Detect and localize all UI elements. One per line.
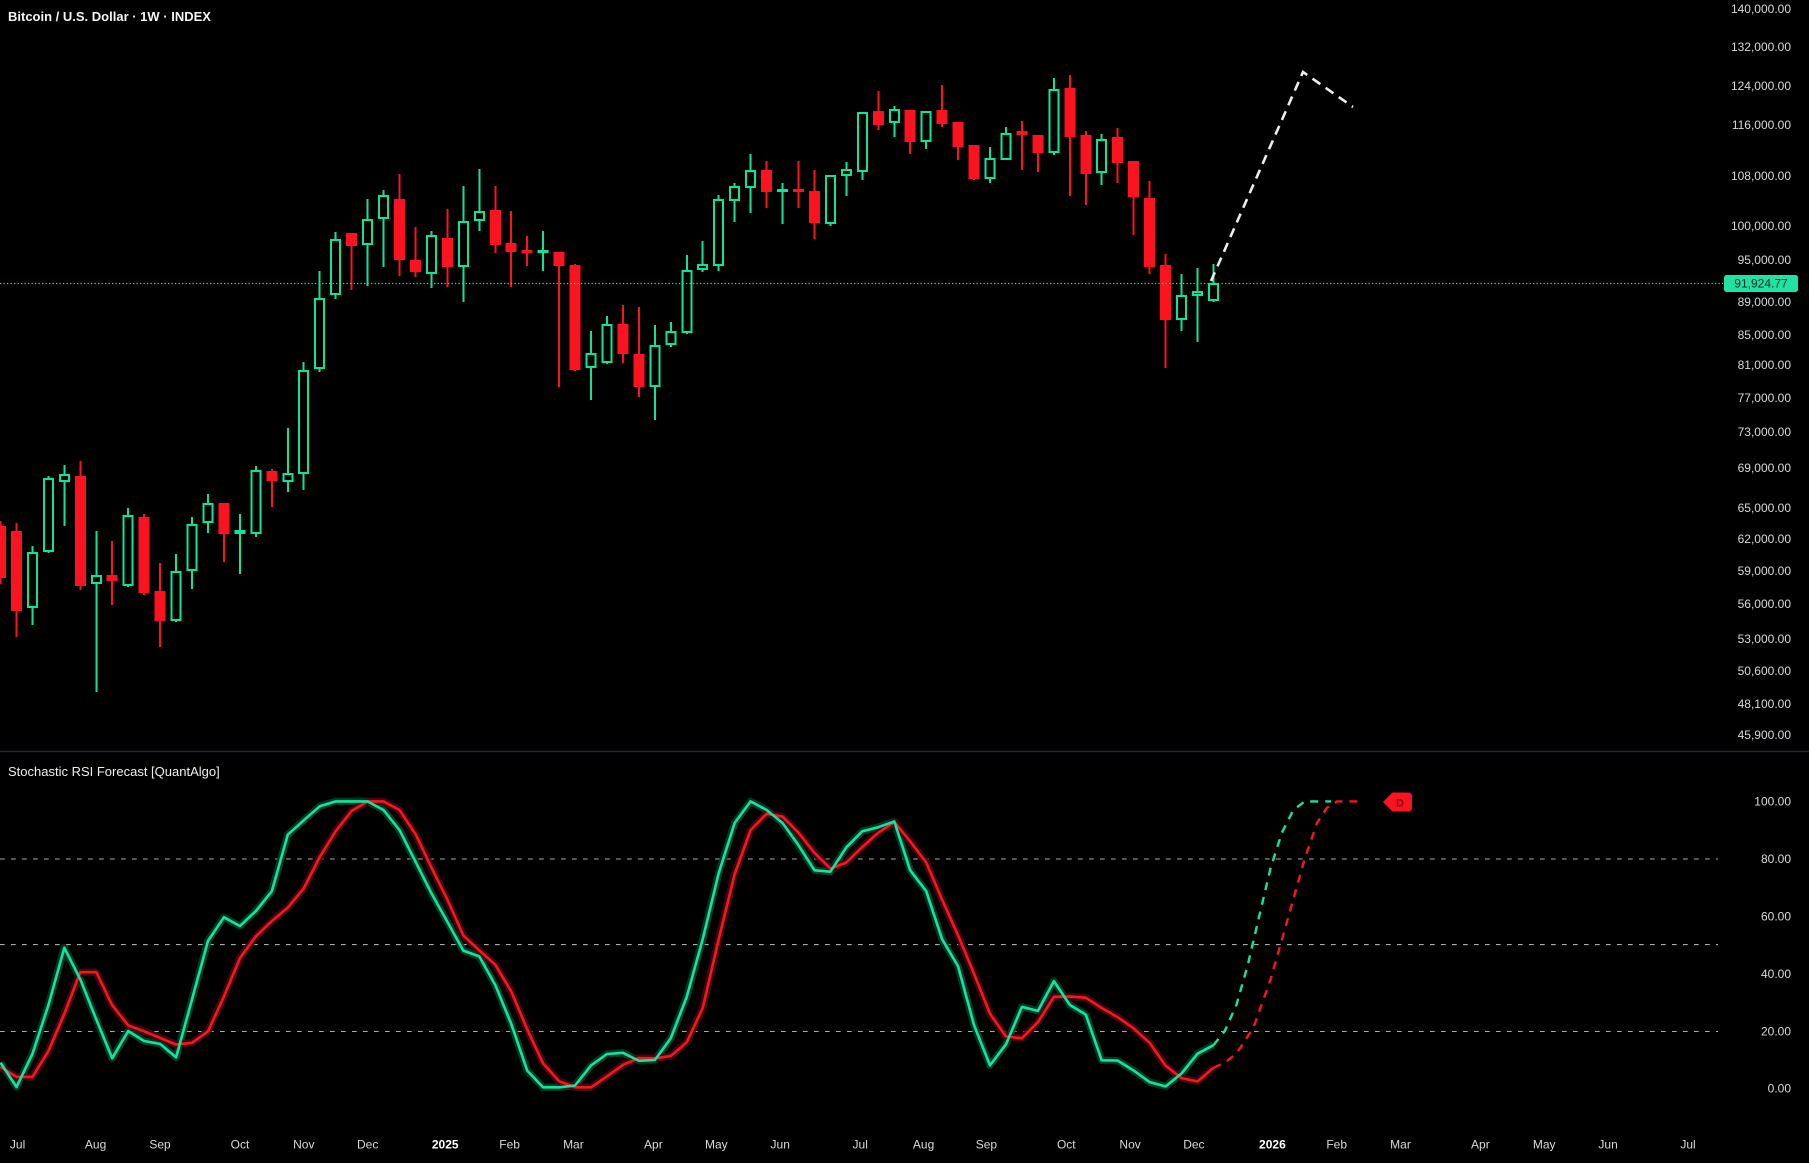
svg-text:Mar: Mar	[1390, 1138, 1411, 1152]
svg-text:Jun: Jun	[771, 1138, 790, 1152]
svg-text:Jul: Jul	[10, 1138, 25, 1152]
svg-text:124,000.00: 124,000.00	[1731, 79, 1791, 93]
svg-text:Feb: Feb	[499, 1138, 520, 1152]
svg-text:89,000.00: 89,000.00	[1738, 295, 1792, 309]
svg-text:Apr: Apr	[1471, 1138, 1490, 1152]
svg-text:Oct: Oct	[231, 1138, 250, 1152]
svg-text:Nov: Nov	[293, 1138, 314, 1152]
svg-text:69,000.00: 69,000.00	[1738, 461, 1792, 475]
svg-text:Dec: Dec	[357, 1138, 378, 1152]
svg-text:2025: 2025	[432, 1138, 459, 1152]
svg-text:140,000.00: 140,000.00	[1731, 2, 1791, 16]
svg-text:80.00: 80.00	[1761, 852, 1791, 866]
svg-text:62,000.00: 62,000.00	[1738, 532, 1792, 546]
svg-text:Jun: Jun	[1598, 1138, 1617, 1152]
svg-text:85,000.00: 85,000.00	[1738, 328, 1792, 342]
svg-text:65,000.00: 65,000.00	[1738, 501, 1792, 515]
svg-text:59,000.00: 59,000.00	[1738, 564, 1792, 578]
svg-text:108,000.00: 108,000.00	[1731, 169, 1791, 183]
svg-text:Stochastic RSI Forecast [Quant: Stochastic RSI Forecast [QuantAlgo]	[8, 764, 220, 779]
svg-text:95,000.00: 95,000.00	[1738, 253, 1792, 267]
svg-text:Feb: Feb	[1326, 1138, 1347, 1152]
svg-text:116,000.00: 116,000.00	[1732, 118, 1791, 132]
svg-text:Jul: Jul	[853, 1138, 868, 1152]
svg-text:56,000.00: 56,000.00	[1738, 597, 1792, 611]
svg-text:40.00: 40.00	[1761, 967, 1791, 981]
svg-text:81,000.00: 81,000.00	[1738, 358, 1792, 372]
svg-text:50,600.00: 50,600.00	[1738, 664, 1792, 678]
svg-text:100,000.00: 100,000.00	[1731, 219, 1791, 233]
svg-text:132,000.00: 132,000.00	[1731, 40, 1791, 54]
svg-text:Bitcoin / U.S. Dollar · 1W · I: Bitcoin / U.S. Dollar · 1W · INDEX	[8, 9, 211, 24]
svg-text:48,100.00: 48,100.00	[1738, 697, 1792, 711]
svg-text:D: D	[1396, 798, 1404, 810]
svg-text:Nov: Nov	[1119, 1138, 1140, 1152]
svg-text:Aug: Aug	[85, 1138, 106, 1152]
svg-text:May: May	[705, 1138, 728, 1152]
svg-text:60.00: 60.00	[1761, 910, 1791, 924]
svg-text:Oct: Oct	[1057, 1138, 1076, 1152]
svg-text:100.00: 100.00	[1754, 795, 1791, 809]
svg-text:Aug: Aug	[913, 1138, 934, 1152]
svg-text:73,000.00: 73,000.00	[1738, 425, 1792, 439]
svg-text:91,924.77: 91,924.77	[1734, 277, 1788, 291]
svg-text:Mar: Mar	[563, 1138, 584, 1152]
svg-text:20.00: 20.00	[1761, 1025, 1791, 1039]
svg-text:Jul: Jul	[1680, 1138, 1695, 1152]
svg-text:0.00: 0.00	[1768, 1082, 1792, 1096]
svg-text:Sep: Sep	[976, 1138, 998, 1152]
svg-text:May: May	[1533, 1138, 1556, 1152]
svg-text:Dec: Dec	[1183, 1138, 1204, 1152]
svg-text:77,000.00: 77,000.00	[1738, 391, 1792, 405]
svg-text:2026: 2026	[1259, 1138, 1286, 1152]
svg-text:45,900.00: 45,900.00	[1738, 728, 1792, 742]
svg-text:Apr: Apr	[644, 1138, 663, 1152]
svg-text:53,000.00: 53,000.00	[1738, 632, 1792, 646]
svg-text:Sep: Sep	[149, 1138, 171, 1152]
